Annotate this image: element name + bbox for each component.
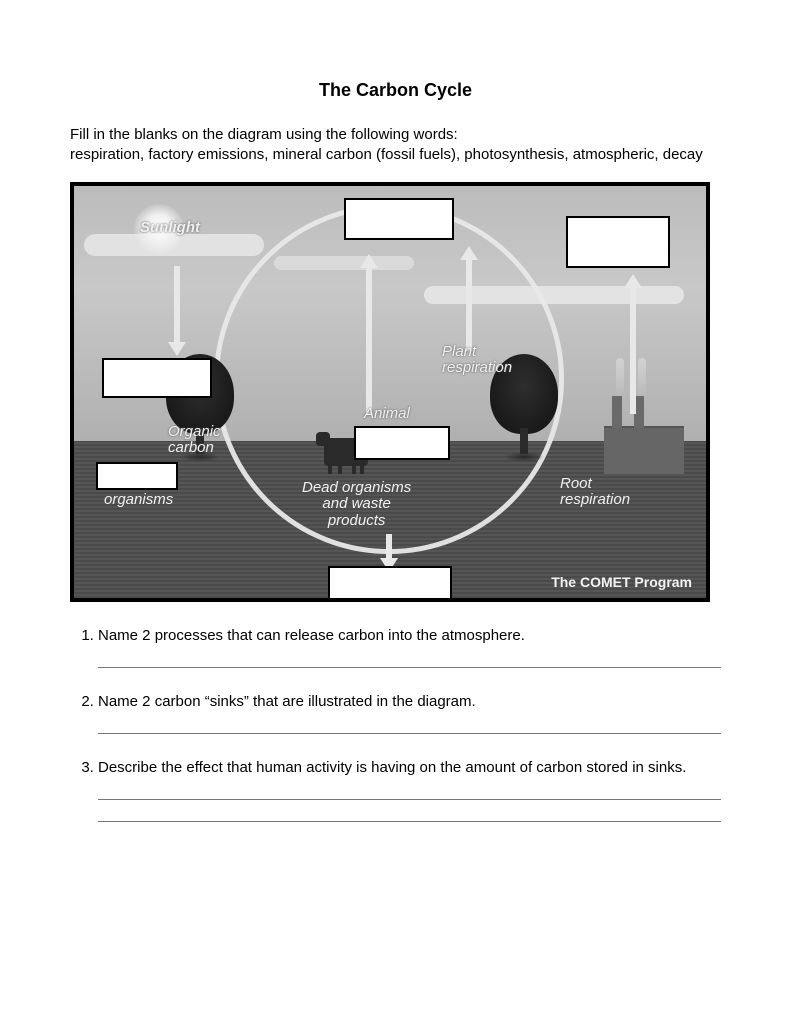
arrow-up-1 <box>366 264 372 414</box>
blank-box-left-low[interactable] <box>96 462 178 490</box>
instructions-line2: respiration, factory emissions, mineral … <box>70 146 703 163</box>
answer-line[interactable] <box>98 650 721 668</box>
question-1: Name 2 processes that can release carbon… <box>98 626 721 668</box>
label-sunlight: Sunlight <box>140 220 200 237</box>
blank-box-top-right[interactable] <box>566 216 670 268</box>
arrow-up-factory <box>630 284 636 414</box>
label-animal: Animal <box>364 406 410 423</box>
answer-line[interactable] <box>98 804 721 822</box>
smoke <box>638 358 646 398</box>
instructions-line1: Fill in the blanks on the diagram using … <box>70 126 458 143</box>
answer-line[interactable] <box>98 716 721 734</box>
question-text: Describe the effect that human activity … <box>98 758 721 778</box>
diagram-credit: The COMET Program <box>551 574 692 590</box>
blank-box-top[interactable] <box>344 198 454 240</box>
question-text: Name 2 carbon “sinks” that are illustrat… <box>98 692 721 712</box>
blank-box-left-mid[interactable] <box>102 358 212 398</box>
arrow-sunlight-down <box>174 266 180 346</box>
label-root-respiration: Root respiration <box>560 476 630 509</box>
blank-box-center[interactable] <box>354 426 450 460</box>
factory-icon <box>604 426 684 474</box>
label-organisms: organisms <box>104 492 173 509</box>
label-organic-carbon: Organic carbon <box>168 424 221 457</box>
carbon-cycle-diagram: Sunlight Organic carbon organisms Animal… <box>70 182 710 602</box>
instructions: Fill in the blanks on the diagram using … <box>70 125 721 166</box>
question-text: Name 2 processes that can release carbon… <box>98 626 721 646</box>
blank-box-bottom[interactable] <box>328 566 452 602</box>
smoke <box>616 358 624 398</box>
label-plant-respiration: Plant respiration <box>442 344 512 377</box>
label-dead-waste: Dead organisms and waste products <box>302 480 411 530</box>
question-3: Describe the effect that human activity … <box>98 758 721 822</box>
answer-line[interactable] <box>98 782 721 800</box>
question-2: Name 2 carbon “sinks” that are illustrat… <box>98 692 721 734</box>
arrow-up-2 <box>466 256 472 351</box>
page-title: The Carbon Cycle <box>70 80 721 101</box>
arrow-down-bottom <box>386 534 392 562</box>
question-list: Name 2 processes that can release carbon… <box>70 626 721 823</box>
